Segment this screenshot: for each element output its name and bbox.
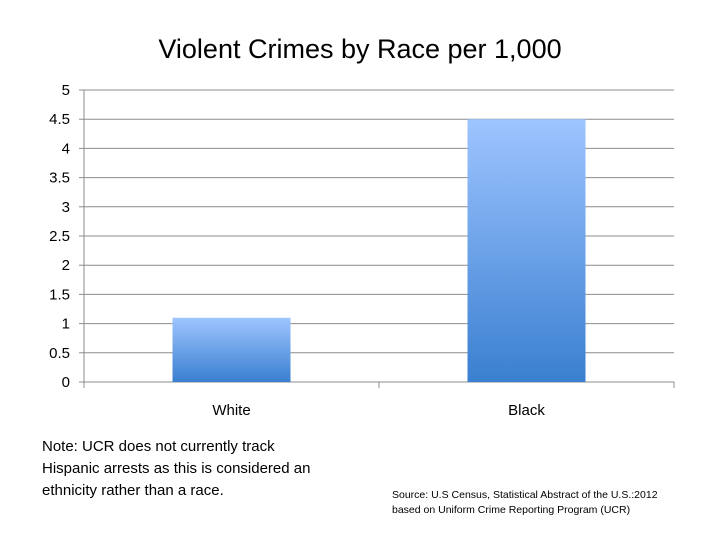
footnote: Note: UCR does not currently track Hispa… <box>42 436 352 502</box>
y-tick-label: 3.5 <box>49 170 70 187</box>
bar-black <box>467 119 586 382</box>
y-tick-label: 1.5 <box>49 286 70 303</box>
tick-labels: 0 0.5 1 1.5 2 2.5 3 3.5 4 4.5 5 White Black <box>49 82 545 419</box>
y-tick-label: 2 <box>62 257 70 274</box>
y-tick-label: 4 <box>62 140 70 157</box>
y-tick-label: 5 <box>62 82 70 99</box>
y-tick-label: 4.5 <box>49 111 70 128</box>
y-tick-label: 0.5 <box>49 345 70 362</box>
y-tick-label: 2.5 <box>49 228 70 245</box>
bar-white <box>172 317 291 382</box>
footnote-line-2: Hispanic arrests as this is considered a… <box>42 460 311 477</box>
x-tick-label: White <box>212 402 250 419</box>
y-tick-label: 0 <box>62 374 70 391</box>
y-tick-label: 3 <box>62 199 70 216</box>
source-line-1: Source: U.S Census, Statistical Abstract… <box>392 489 658 501</box>
y-tick-label: 1 <box>62 316 70 333</box>
footnote-line-3: ethnicity rather than a race. <box>42 482 224 499</box>
x-tick-label: Black <box>508 402 545 419</box>
footnote-line-1: Note: UCR does not currently track <box>42 438 275 455</box>
bars <box>172 119 586 382</box>
chart-title: Violent Crimes by Race per 1,000 <box>158 34 561 64</box>
source-line-2: based on Uniform Crime Reporting Program… <box>392 504 631 516</box>
source-citation: Source: U.S Census, Statistical Abstract… <box>392 488 712 518</box>
